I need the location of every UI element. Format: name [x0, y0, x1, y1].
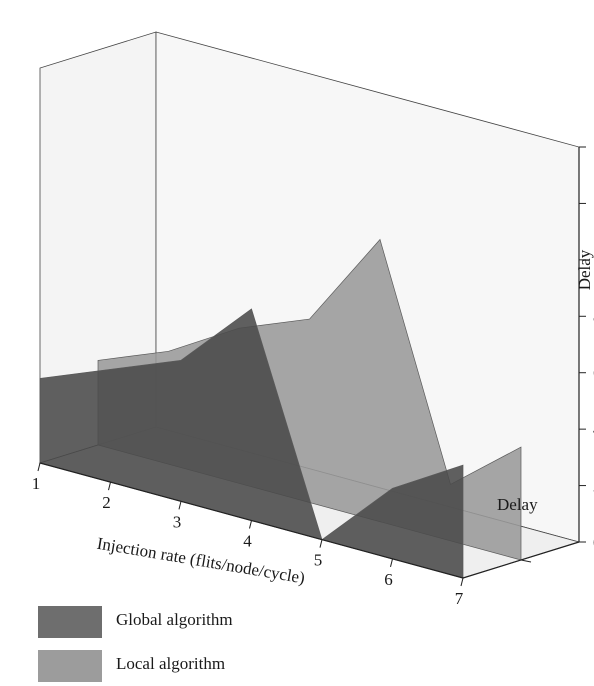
x-axis-title: Injection rate (flits/node/cycle)	[96, 534, 307, 588]
x-tick-label: 6	[384, 570, 393, 589]
area-series	[39, 238, 522, 579]
x-tick-label: 5	[314, 551, 323, 570]
legend-swatch-global	[38, 606, 102, 638]
x-tick	[108, 482, 111, 491]
x-tick-label: 7	[455, 589, 464, 608]
x-tick	[37, 462, 41, 472]
legend-item-global: Global algorithm	[38, 606, 338, 642]
x-tick	[460, 577, 464, 587]
x-tick-label: 3	[173, 512, 182, 531]
legend-item-local: Local algorithm	[38, 650, 338, 686]
x-tick-label: 2	[102, 493, 111, 512]
depth-axis-label: Delay	[497, 495, 538, 514]
x-tick-label: 1	[32, 474, 41, 493]
x-tick	[249, 520, 252, 529]
series-global-algorithm	[39, 308, 464, 579]
legend-label-local: Local algorithm	[116, 654, 226, 673]
x-tick	[319, 539, 323, 548]
legend-label-global: Global algorithm	[116, 610, 233, 629]
area-fill	[39, 308, 464, 579]
y-axis-title: Delay	[575, 249, 594, 290]
depth-tick	[520, 559, 532, 563]
legend-swatch-local	[38, 650, 102, 682]
series-local-algorithm	[97, 238, 522, 561]
x-tick-label: 4	[243, 532, 252, 551]
area-fill	[97, 238, 522, 561]
x-tick	[390, 558, 393, 567]
x-tick	[178, 501, 182, 510]
